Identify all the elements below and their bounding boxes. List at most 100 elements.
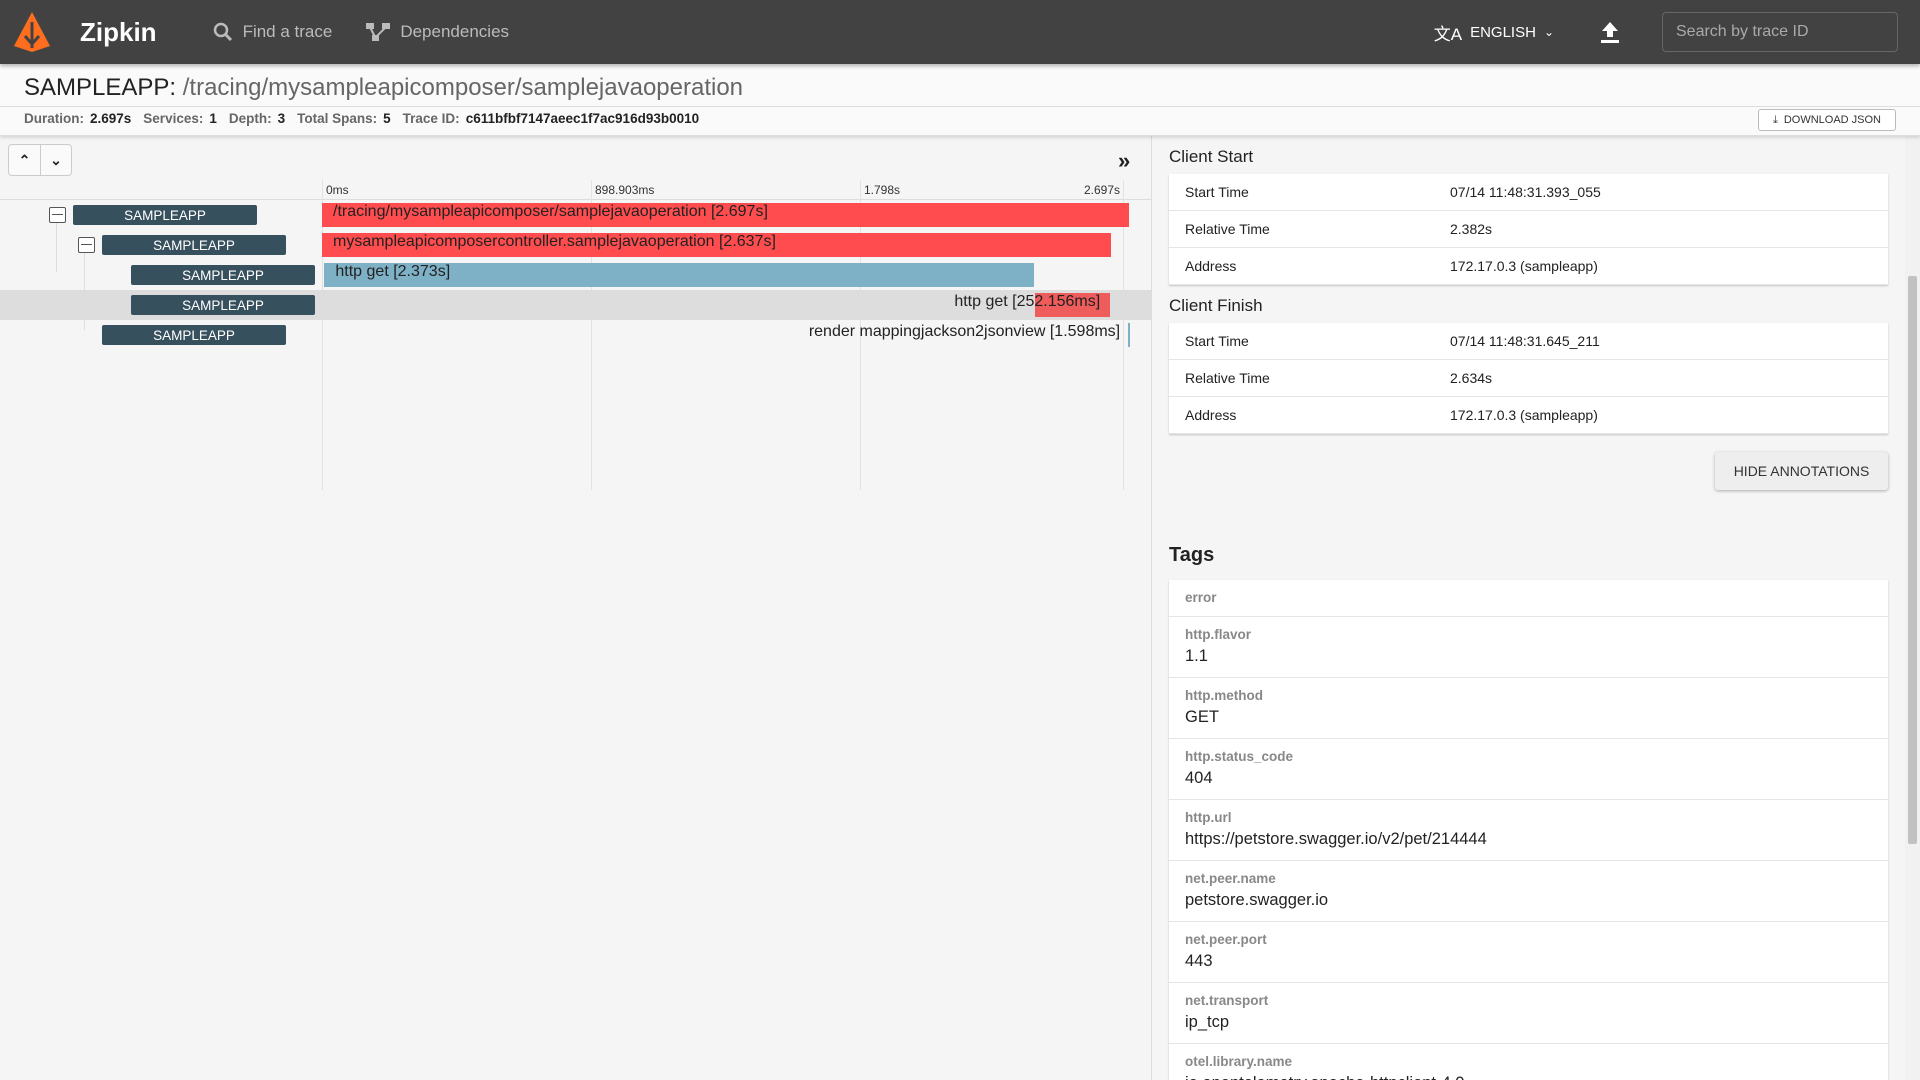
span-label: /tracing/mysampleapicomposer/samplejavao… [333, 203, 768, 220]
chevron-down-icon[interactable]: ⌄ [40, 145, 71, 175]
annotation-value: 07/14 11:48:31.393_055 [1450, 184, 1601, 200]
scrollbar-thumb[interactable] [1908, 276, 1917, 844]
annotation-row: Address 172.17.0.3 (sampleapp) [1169, 397, 1888, 434]
tag-key: net.peer.name [1185, 871, 1276, 886]
annotation-key: Start Time [1185, 184, 1249, 200]
span-row[interactable]: SAMPLEAPP mysampleapicomposercontroller.s… [0, 230, 1152, 260]
download-json-button[interactable]: ⤓ DOWNLOAD JSON [1757, 109, 1896, 131]
download-json-label: DOWNLOAD JSON [1783, 114, 1881, 126]
trace-summary-header: SAMPLEAPP: /tracing/mysampleapicomposer/… [0, 64, 1920, 136]
nav-dependencies[interactable]: Dependencies [366, 22, 509, 42]
expand-panel-icon[interactable]: » [1118, 148, 1131, 173]
span-row[interactable]: SAMPLEAPP render mappingjackson2jsonview … [0, 320, 1152, 350]
service-badge: SAMPLEAPP [102, 325, 286, 345]
tag-value: 1.1 [1185, 647, 1208, 665]
span-row[interactable]: SAMPLEAPP http get [252.156ms] [0, 290, 1152, 320]
client-start-title: Client Start [1169, 147, 1254, 166]
tag-key: http.url [1185, 810, 1232, 825]
annotation-key: Start Time [1185, 333, 1249, 349]
collapse-toggle-icon[interactable] [49, 207, 66, 223]
annotation-value: 172.17.0.3 (sampleapp) [1450, 407, 1598, 423]
upload-icon[interactable] [1598, 20, 1622, 44]
timeline-tick: 898.903ms [591, 180, 654, 490]
meta-key: Services: [143, 111, 204, 126]
tag-key: net.transport [1185, 993, 1269, 1008]
span-bar[interactable] [1128, 323, 1131, 347]
tag-value: 443 [1185, 952, 1213, 970]
chevron-up-icon[interactable]: ⌃ [18, 151, 31, 168]
collapse-toggle-icon[interactable] [78, 237, 95, 253]
hide-annotations-button[interactable]: HIDE ANNOTATIONS [1715, 452, 1888, 490]
span-label: http get [252.156ms] [954, 293, 1101, 310]
tag-value: GET [1185, 708, 1219, 726]
timeline-ticks: 0ms 898.903ms 1.798s 2.697s [0, 180, 1152, 490]
tag-key: net.peer.port [1185, 932, 1267, 947]
annotation-key: Relative Time [1185, 221, 1270, 237]
tag-key: http.flavor [1185, 627, 1251, 642]
span-details-panel: Client Start Start Time 07/14 11:48:31.39… [1153, 136, 1905, 1080]
trace-id-search-input[interactable] [1662, 12, 1898, 52]
tag-value: petstore.swagger.io [1185, 891, 1329, 909]
tag-item: otel.library.name io.opentelemetry.apache… [1169, 1044, 1888, 1080]
client-finish-title: Client Finish [1169, 296, 1263, 315]
tags-card: error http.flavor 1.1 http.method GET http.st… [1169, 580, 1888, 1080]
tags-title: Tags [1169, 544, 1215, 566]
service-badge: SAMPLEAPP [131, 295, 315, 315]
span-bar[interactable] [322, 233, 1112, 257]
tag-item: net.peer.name petstore.swagger.io [1169, 861, 1888, 922]
span-bar[interactable] [1034, 293, 1111, 317]
annotation-value: 2.634s [1450, 370, 1493, 386]
meta-key: Duration: [24, 111, 84, 126]
timeline-tick: 0ms [322, 180, 349, 490]
annotation-row: Start Time 07/14 11:48:31.393_055 [1169, 174, 1888, 211]
annotation-row: Relative Time 2.634s [1169, 360, 1888, 397]
tag-value: https://petstore.swagger.io/v2/pet/21444… [1185, 830, 1487, 848]
service-badge: SAMPLEAPP [73, 205, 257, 225]
client-finish-card: Start Time 07/14 11:48:31.645_211 Relative… [1169, 323, 1888, 434]
tag-key: http.method [1185, 688, 1263, 703]
annotation-value: 07/14 11:48:31.645_211 [1450, 333, 1600, 349]
tag-value: io.opentelemetry.apache-httpclient-4.0 [1185, 1074, 1872, 1080]
tree-line [84, 240, 85, 330]
client-start-card: Start Time 07/14 11:48:31.393_055 Relative… [1169, 174, 1888, 285]
meta-value: 3 [277, 111, 286, 126]
annotation-row: Relative Time 2.382s [1169, 211, 1888, 248]
tag-item: net.transport ip_tcp [1169, 983, 1888, 1044]
divider [0, 106, 1920, 107]
dependencies-icon [366, 23, 391, 41]
scrollbar[interactable] [1905, 136, 1920, 1080]
zipkin-logo[interactable] [10, 10, 54, 54]
meta-key: Depth: [228, 111, 272, 126]
meta-value: 5 [383, 111, 391, 126]
span-label: mysampleapicomposercontroller.samplejava… [333, 233, 776, 250]
span-row[interactable]: SAMPLEAPP/tracing/mysampleapicomposer/sa… [0, 200, 1152, 230]
timeline-tick: 1.798s [860, 180, 900, 490]
top-app-bar: Zipkin Find a trace Dependencies 文A ENGL… [0, 0, 1920, 64]
trace-meta: Duration: 2.697s Services: 1 Depth: 3 Total Sp… [24, 111, 705, 126]
chevron-down-icon: ⌄ [1543, 25, 1554, 39]
span-label: render mappingjackson2jsonview [1.598ms] [808, 323, 1121, 340]
span-label: http get [2.373s] [335, 263, 451, 280]
tag-value: ip_tcp [1185, 1013, 1230, 1031]
span-bar[interactable] [322, 203, 1129, 227]
brand-name[interactable]: Zipkin [80, 16, 157, 47]
tag-item: http.flavor 1.1 [1169, 617, 1888, 678]
span-bar[interactable] [324, 263, 1035, 287]
span-row[interactable]: SAMPLEAPP http get [2.373s] [0, 260, 1152, 290]
tag-item: http.url https://petstore.swagger.io/v2/p… [1169, 800, 1888, 861]
annotation-key: Address [1185, 258, 1237, 274]
annotation-value: 2.382s [1450, 221, 1493, 237]
nav-find-trace-label: Find a trace [242, 22, 333, 41]
nav-find-trace[interactable]: Find a trace [213, 22, 333, 42]
page-title: SAMPLEAPP: /tracing/mysampleapicomposer/… [24, 74, 744, 101]
meta-value: c611bfbf7147aeec1f7ac916d93b0010 [465, 111, 700, 126]
service-badge: SAMPLEAPP [102, 235, 286, 255]
trace-service: SAMPLEAPP [24, 74, 170, 101]
meta-value: 1 [209, 111, 217, 126]
tag-value: 404 [1185, 769, 1213, 787]
span-navigation: ⌃ ⌄ [8, 144, 72, 176]
nav-dependencies-label: Dependencies [400, 22, 510, 41]
meta-key: Trace ID: [402, 111, 460, 126]
tag-item: http.status_code 404 [1169, 739, 1888, 800]
language-selector[interactable]: 文A ENGLISH ⌄ [1434, 20, 1554, 45]
